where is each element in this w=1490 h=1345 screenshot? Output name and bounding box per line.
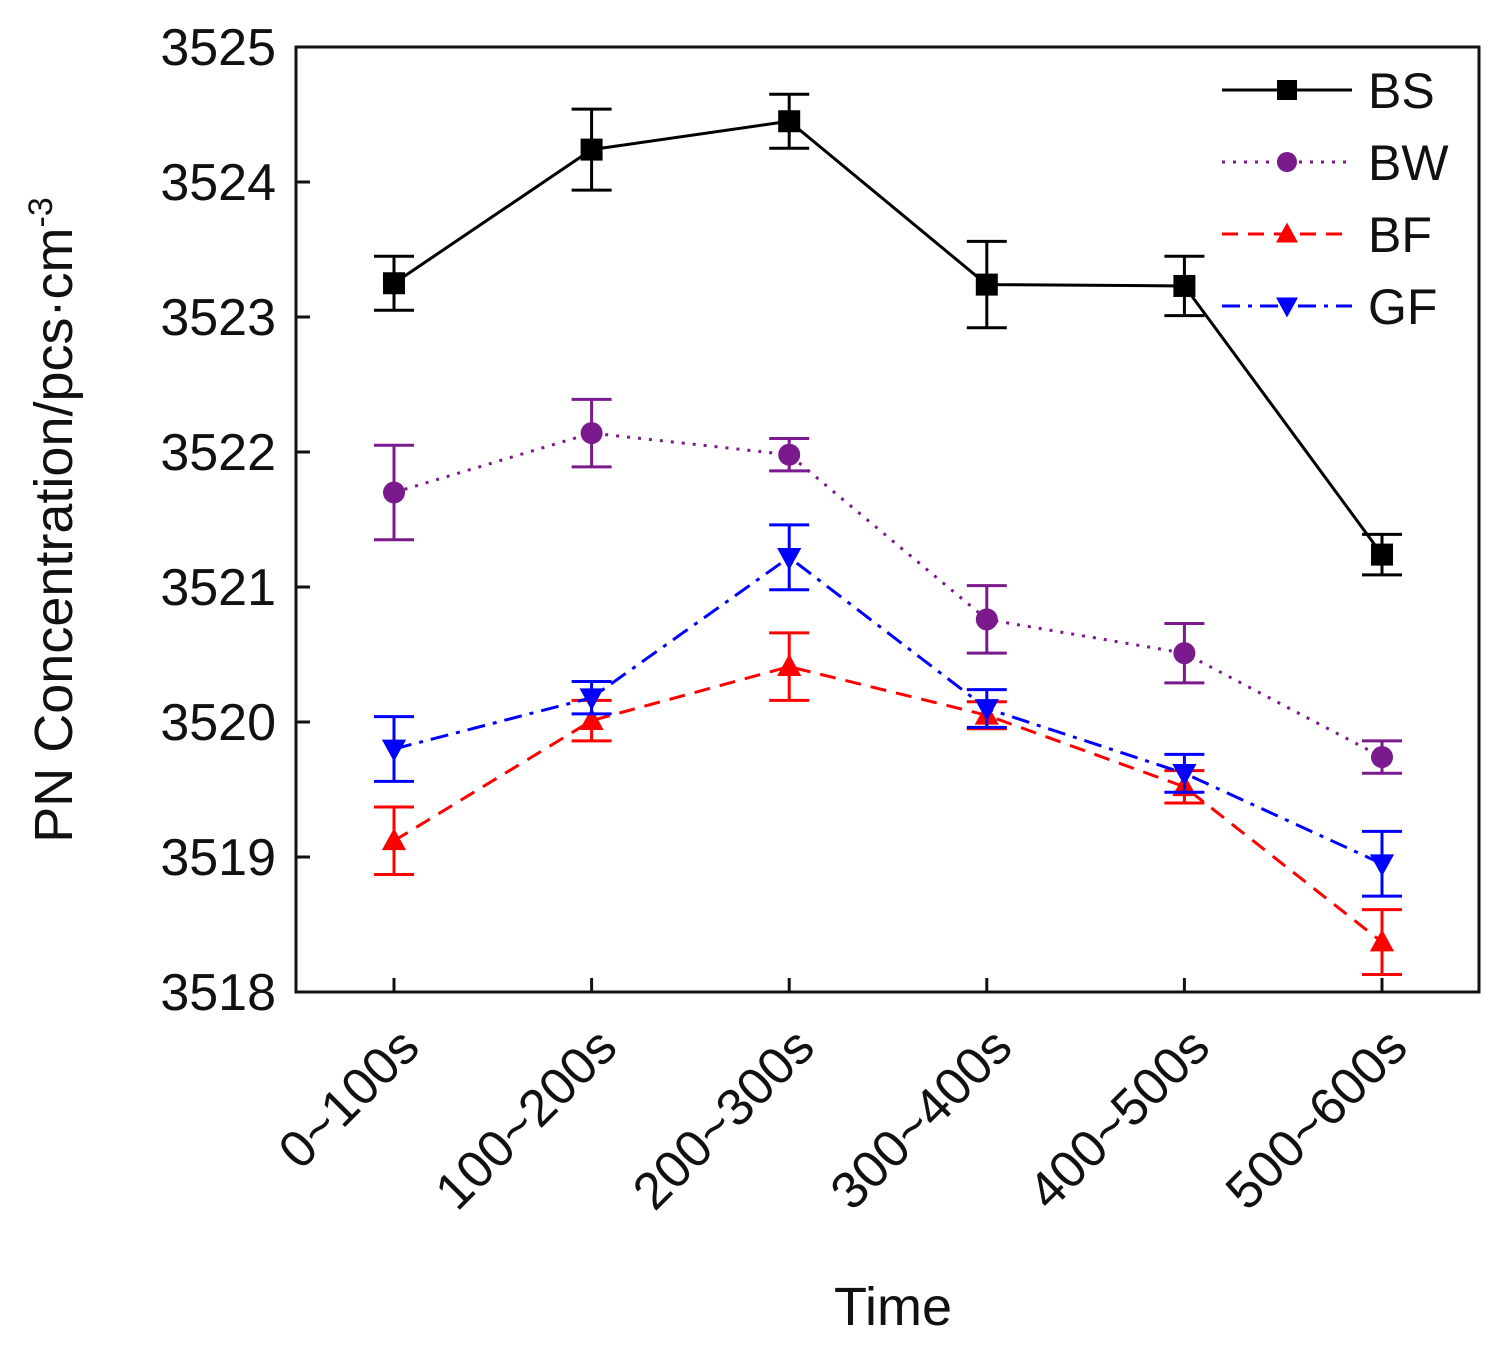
data-point <box>975 273 998 296</box>
x-tick-label: 400~500s <box>1017 1017 1221 1221</box>
y-axis: 3518 3519 3520 3521 3522 3523 3524 3525 <box>160 19 310 1022</box>
y-tick-label: 3519 <box>160 829 276 887</box>
data-point <box>1369 929 1395 952</box>
data-point <box>778 110 801 133</box>
data-point <box>381 828 407 851</box>
legend-marker <box>1277 152 1297 172</box>
x-tick-label: 500~600s <box>1215 1017 1419 1221</box>
legend-marker <box>1276 297 1298 318</box>
data-point <box>777 654 802 676</box>
y-axis-title-superscript: -3 <box>22 197 60 227</box>
data-point <box>974 699 999 722</box>
series-line <box>393 555 1383 866</box>
legend: BS BW BF GF <box>1222 63 1449 335</box>
data-point <box>1173 642 1196 665</box>
series-layer <box>374 92 1402 976</box>
data-point <box>777 547 802 570</box>
data-point <box>1371 543 1393 566</box>
y-tick-label: 3518 <box>160 964 276 1022</box>
data-point <box>383 272 405 295</box>
data-point <box>580 138 603 161</box>
data-point <box>580 422 603 445</box>
y-tick-label: 3520 <box>160 694 276 752</box>
data-point <box>1172 763 1197 786</box>
series-bs <box>374 92 1402 577</box>
y-tick-label: 3521 <box>160 559 276 617</box>
data-point <box>1173 274 1196 297</box>
data-point <box>383 481 405 504</box>
x-tick-label: 0~100s <box>268 1017 431 1180</box>
data-point <box>1369 854 1395 877</box>
y-axis-title-main: PN Concentration/pcs·cm <box>24 228 84 843</box>
series-bw <box>374 397 1402 775</box>
x-axis: 0~100s100~200s200~300s300~400s400~500s50… <box>268 978 1419 1221</box>
legend-marker <box>1277 80 1297 100</box>
y-tick-label: 3524 <box>160 154 276 212</box>
legend-label: BF <box>1368 207 1432 263</box>
y-axis-title: PN Concentration/pcs·cm-3 <box>22 197 84 842</box>
x-tick-label: 100~200s <box>425 1017 629 1221</box>
series-line <box>393 119 1384 556</box>
legend-label: BW <box>1368 135 1449 191</box>
series-bf <box>374 631 1402 976</box>
x-tick-label: 200~300s <box>622 1017 826 1221</box>
y-tick-label: 3523 <box>160 289 276 347</box>
series-gf <box>374 523 1402 898</box>
data-point <box>975 608 998 631</box>
legend-marker <box>1276 222 1298 243</box>
x-tick-label: 300~400s <box>820 1017 1024 1221</box>
data-point <box>579 708 604 730</box>
data-point <box>381 739 407 762</box>
series-line <box>393 431 1383 759</box>
legend-label: BS <box>1368 63 1435 119</box>
data-point <box>1371 746 1393 769</box>
plot-frame <box>294 45 1481 994</box>
y-tick-label: 3522 <box>160 424 276 482</box>
legend-label: GF <box>1368 279 1437 335</box>
data-point <box>778 443 801 466</box>
y-tick-label: 3525 <box>160 19 276 77</box>
series-line <box>393 665 1383 944</box>
data-point <box>579 688 604 711</box>
x-axis-title: Time <box>834 1277 952 1337</box>
